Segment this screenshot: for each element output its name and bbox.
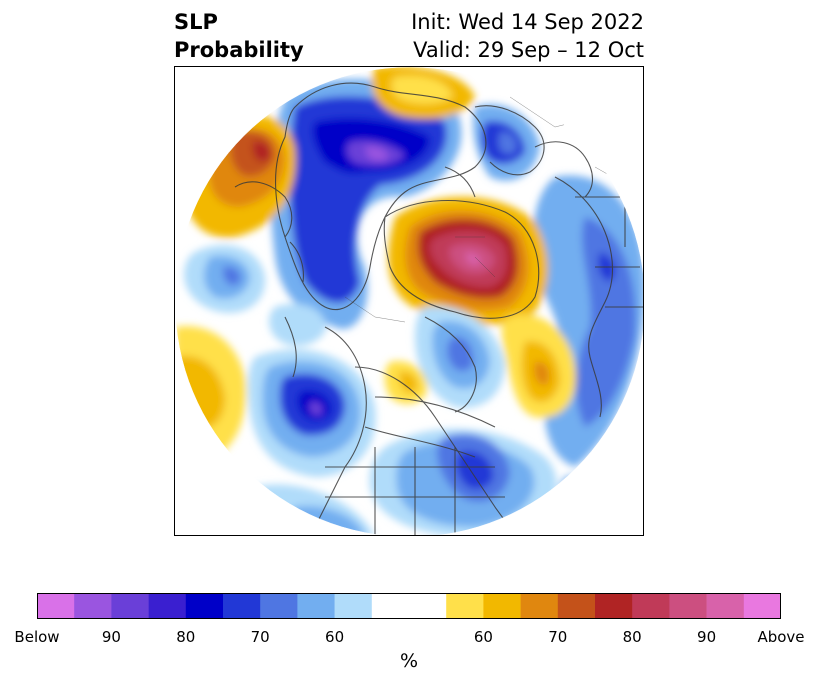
colorbar-swatch [37, 593, 75, 619]
colorbar-swatch [111, 593, 149, 619]
colorbar-unit: % [399, 650, 419, 672]
coastlines [234, 82, 643, 535]
colorbar-swatch [483, 593, 521, 619]
colorbar-swatch [706, 593, 745, 619]
colorbar-border [37, 593, 781, 619]
colorbar-tick-label: 70 [548, 628, 568, 646]
colorbar-swatch [185, 593, 224, 619]
colorbar-swatch [446, 593, 484, 619]
colorbar-tick-label: 60 [473, 628, 493, 646]
title-line-1: SLP [174, 10, 218, 34]
colorbar-swatch [595, 593, 633, 619]
colorbar-tick-label: 60 [325, 628, 345, 646]
map-panel [174, 66, 644, 536]
colorbar-swatch [669, 593, 707, 619]
colorbar-tick-label: 70 [250, 628, 270, 646]
colorbar-swatch [297, 593, 335, 619]
colorbar-swatch [632, 593, 670, 619]
colorbar-swatch [409, 593, 447, 619]
chart-title: SLP Probability [174, 8, 304, 64]
colorbar-swatch [260, 593, 298, 619]
valid-period: Valid: 29 Sep – 12 Oct [413, 38, 644, 62]
colorbar-tick-label: Below [14, 628, 60, 646]
colorbar-swatch [371, 593, 410, 619]
colorbar-tick-label: 90 [697, 628, 717, 646]
colorbar [37, 593, 781, 619]
colorbar-tick-label: 80 [622, 628, 642, 646]
colorbar-swatch [148, 593, 187, 619]
colorbar-swatch [557, 593, 596, 619]
colorbar-swatch [334, 593, 373, 619]
colorbar-tick-label: Above [757, 628, 805, 646]
init-date: Init: Wed 14 Sep 2022 [411, 10, 644, 34]
title-line-2: Probability [174, 38, 304, 62]
colorbar-swatch [743, 593, 781, 619]
colorbar-swatch [223, 593, 261, 619]
colorbar-tick-label: 80 [176, 628, 196, 646]
colorbar-tick-label: 90 [101, 628, 121, 646]
colorbar-swatches [37, 593, 781, 619]
probability-map [175, 67, 643, 535]
forecast-dates: Init: Wed 14 Sep 2022 Valid: 29 Sep – 12… [411, 8, 644, 64]
colorbar-swatch [74, 593, 112, 619]
colorbar-swatch [520, 593, 559, 619]
